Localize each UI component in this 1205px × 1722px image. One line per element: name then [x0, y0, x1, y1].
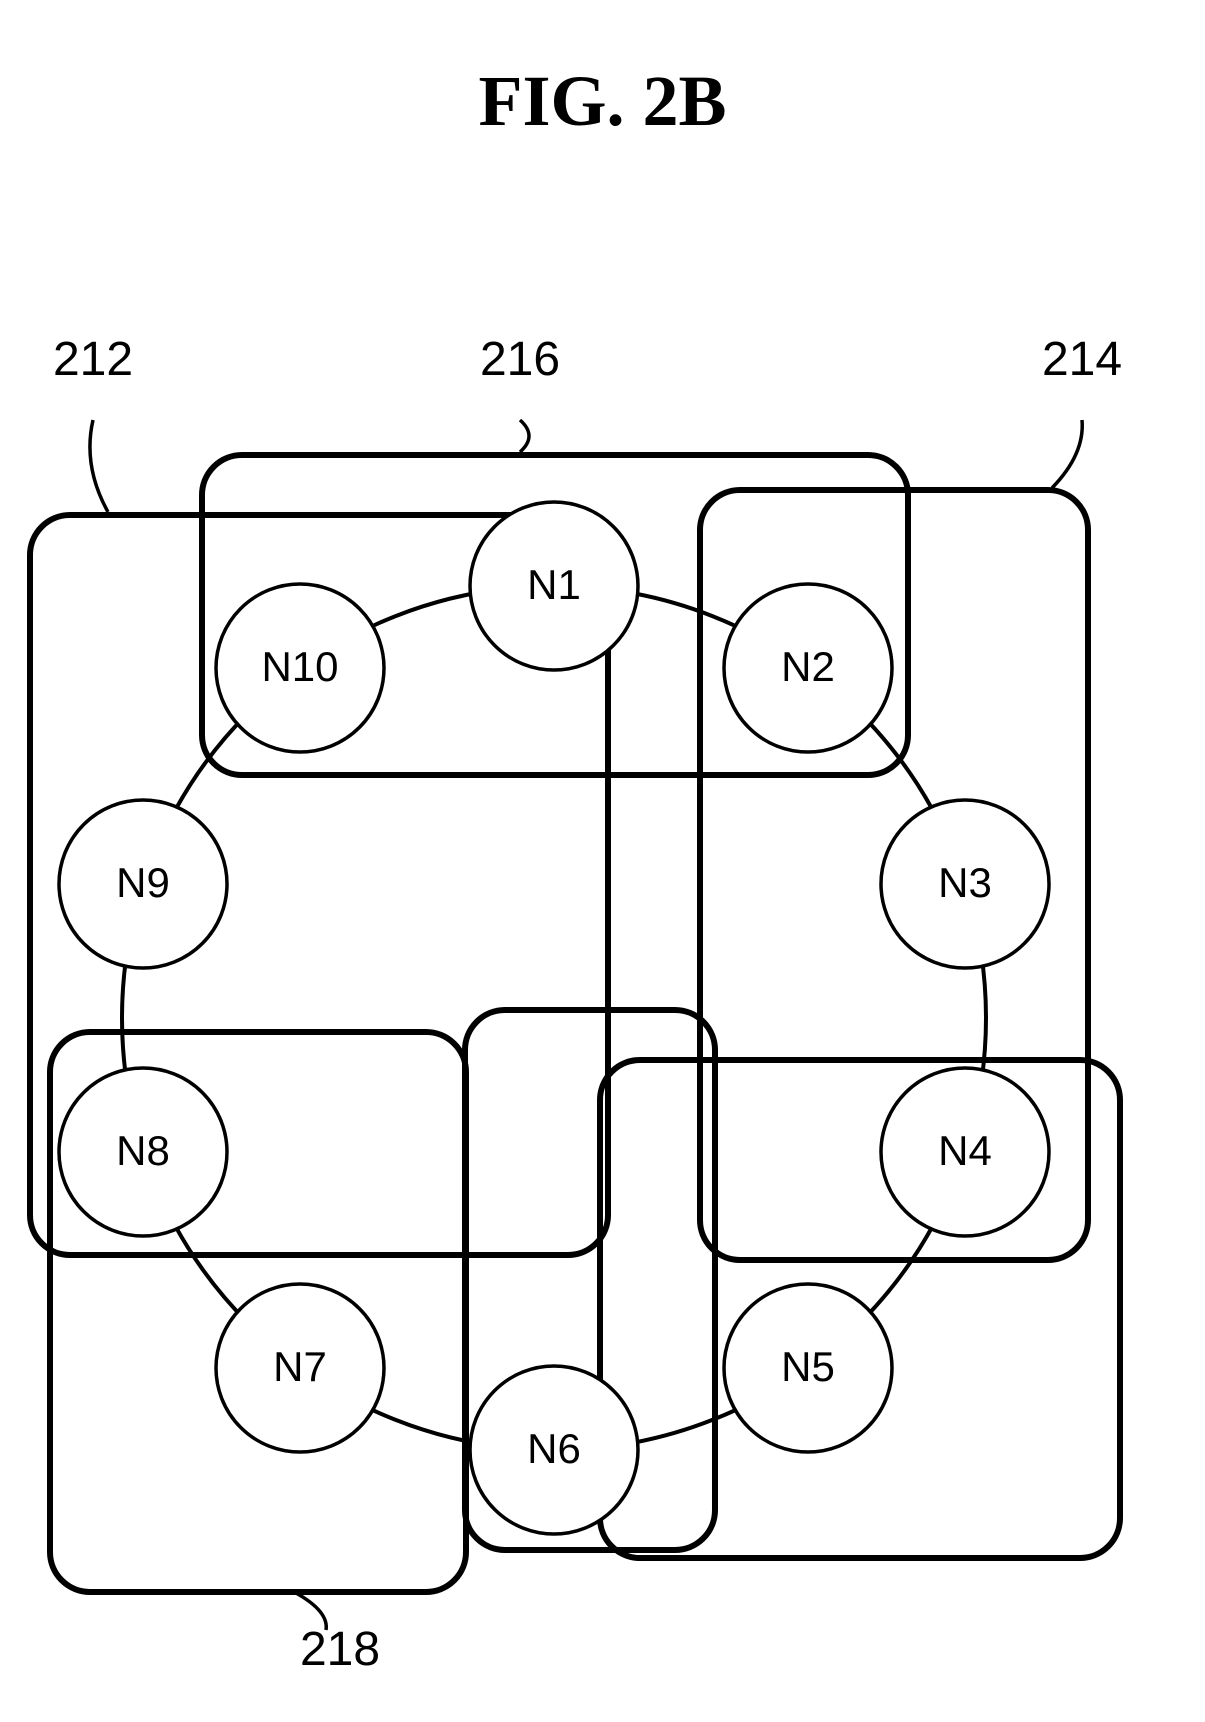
node-label-N9: N9	[116, 859, 170, 906]
ref-label-214: 214	[1042, 332, 1122, 387]
node-label-N1: N1	[527, 561, 581, 608]
leader-212	[90, 420, 108, 512]
node-label-N3: N3	[938, 859, 992, 906]
node-label-N8: N8	[116, 1127, 170, 1174]
node-label-N7: N7	[273, 1343, 327, 1390]
node-label-N4: N4	[938, 1127, 992, 1174]
leader-216	[520, 420, 529, 452]
ref-label-218: 218	[300, 1622, 380, 1677]
ref-label-212: 212	[53, 332, 133, 387]
leader-214	[1052, 420, 1082, 488]
node-label-N6: N6	[527, 1425, 581, 1472]
node-label-N5: N5	[781, 1343, 835, 1390]
diagram-canvas: N1 N2 N3 N4 N5 N6 N7 N8 N9 N10	[0, 0, 1205, 1722]
node-label-N2: N2	[781, 643, 835, 690]
nodes: N1 N2 N3 N4 N5 N6 N7 N8 N9 N10	[59, 502, 1049, 1534]
ref-label-216: 216	[480, 332, 560, 387]
node-label-N10: N10	[261, 643, 338, 690]
